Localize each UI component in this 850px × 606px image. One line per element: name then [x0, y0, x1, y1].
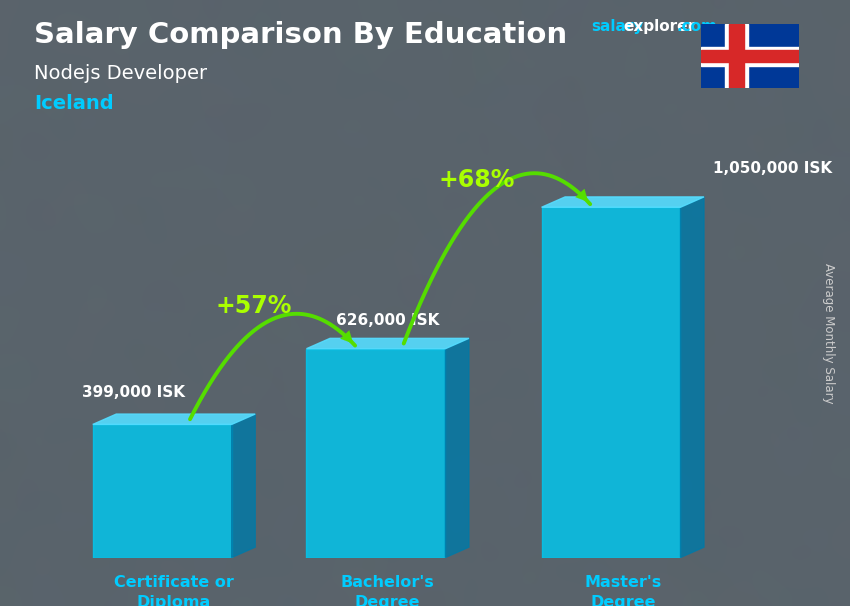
Text: Iceland: Iceland: [34, 94, 114, 113]
Text: +68%: +68%: [439, 168, 515, 192]
Text: Average Monthly Salary: Average Monthly Salary: [822, 263, 836, 404]
Polygon shape: [445, 338, 469, 558]
Bar: [728, 24, 745, 88]
Bar: [701, 50, 799, 62]
Polygon shape: [93, 424, 232, 558]
Text: Nodejs Developer: Nodejs Developer: [34, 64, 207, 82]
Polygon shape: [232, 414, 255, 558]
Text: salary: salary: [591, 19, 643, 35]
Polygon shape: [541, 197, 704, 207]
Bar: [725, 24, 748, 88]
Bar: [701, 47, 799, 65]
Text: Certificate or
Diploma: Certificate or Diploma: [114, 574, 234, 606]
Text: Bachelor's
Degree: Bachelor's Degree: [341, 574, 434, 606]
Polygon shape: [681, 197, 704, 558]
Text: explorer: explorer: [623, 19, 695, 35]
Polygon shape: [307, 348, 445, 558]
Text: 626,000 ISK: 626,000 ISK: [336, 313, 439, 328]
Text: 399,000 ISK: 399,000 ISK: [82, 385, 185, 401]
Text: Salary Comparison By Education: Salary Comparison By Education: [34, 21, 567, 49]
Text: Master's
Degree: Master's Degree: [584, 574, 661, 606]
Polygon shape: [307, 338, 469, 348]
Polygon shape: [93, 414, 255, 424]
Text: 1,050,000 ISK: 1,050,000 ISK: [712, 161, 831, 176]
Polygon shape: [541, 207, 681, 558]
Text: .com: .com: [677, 19, 717, 35]
Text: +57%: +57%: [216, 295, 292, 318]
